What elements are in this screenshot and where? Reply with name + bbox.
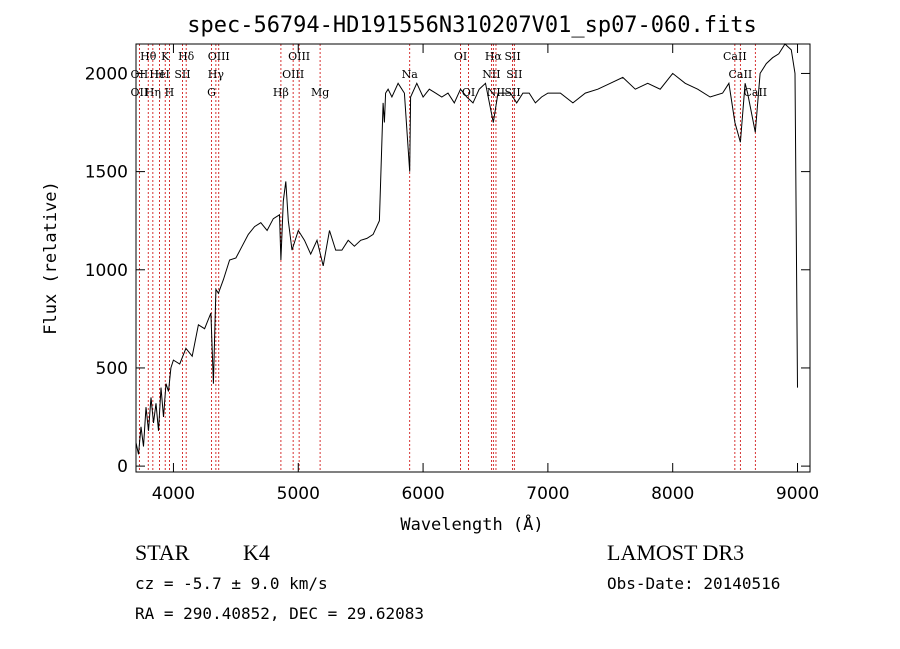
line-label-12: G bbox=[207, 86, 216, 99]
x-axis-label: Wavelength (Å) bbox=[400, 513, 543, 535]
y-tick-label: 0 bbox=[117, 457, 128, 477]
line-label-11: Hγ bbox=[208, 68, 225, 81]
line-label-28: CaII bbox=[743, 86, 767, 99]
line-label-18: OI bbox=[454, 50, 467, 63]
line-label-9: Hδ bbox=[178, 50, 195, 63]
x-tick-label: 6000 bbox=[401, 484, 444, 504]
line-label-19: OI bbox=[462, 86, 475, 99]
line-label-14: OIII bbox=[282, 68, 304, 81]
x-tick-label: 7000 bbox=[526, 484, 569, 504]
x-axis-ticks: 4000 5000 6000 7000 8000 9000 bbox=[152, 44, 819, 504]
y-tick-label: 500 bbox=[96, 359, 128, 379]
y-axis-label: Flux (relative) bbox=[41, 181, 61, 335]
x-tick-label: 8000 bbox=[651, 484, 694, 504]
y-tick-label: 1500 bbox=[85, 163, 128, 183]
object-type: STAR bbox=[135, 540, 190, 565]
line-label-25: SII bbox=[504, 86, 520, 99]
y-tick-label: 2000 bbox=[85, 64, 128, 84]
y-axis-ticks: 0 500 1000 1500 2000 bbox=[85, 64, 810, 477]
plot-frame bbox=[135, 43, 811, 473]
line-label-0: Hθ bbox=[140, 50, 157, 63]
line-label-13: Hβ bbox=[273, 86, 289, 99]
line-label-22: NII bbox=[487, 86, 505, 99]
line-label-23: SII bbox=[504, 50, 520, 63]
ra-dec-coordinates: RA = 290.40852, DEC = 29.62083 bbox=[135, 604, 424, 623]
line-label-6: K bbox=[161, 50, 170, 63]
line-label-20: Hα bbox=[485, 50, 503, 63]
line-label-15: OIII bbox=[288, 50, 310, 63]
line-label-7: H bbox=[165, 86, 175, 99]
x-tick-label: 5000 bbox=[277, 484, 320, 504]
line-label-8: SII bbox=[174, 68, 190, 81]
y-tick-label: 1000 bbox=[85, 261, 128, 281]
x-tick-label: 4000 bbox=[152, 484, 195, 504]
survey-name: LAMOST DR3 bbox=[607, 540, 745, 565]
observation-date: Obs-Date: 20140516 bbox=[607, 574, 781, 593]
x-tick-label: 9000 bbox=[776, 484, 819, 504]
line-label-16: Mg bbox=[311, 86, 329, 99]
line-label-21: NII bbox=[482, 68, 500, 81]
spectrum-line bbox=[135, 43, 798, 455]
line-label-10: OIII bbox=[208, 50, 230, 63]
line-label-24: SII bbox=[506, 68, 522, 81]
line-label-3: Hη bbox=[145, 86, 161, 99]
redshift-velocity: cz = -5.7 ± 9.0 km/s bbox=[135, 574, 328, 593]
emission-line-markers bbox=[138, 44, 756, 472]
line-label-17: Na bbox=[402, 68, 419, 81]
spectral-subclass: K4 bbox=[243, 540, 270, 565]
line-label-26: CaII bbox=[723, 50, 747, 63]
line-label-27: CaII bbox=[729, 68, 753, 81]
line-label-1: OII bbox=[131, 68, 149, 81]
chart-title: spec-56794-HD191556N310207V01_sp07-060.f… bbox=[187, 13, 757, 38]
line-label-5: HeI bbox=[149, 68, 169, 81]
line-label-2: OII bbox=[131, 86, 149, 99]
line-label-4: H bbox=[155, 68, 165, 81]
